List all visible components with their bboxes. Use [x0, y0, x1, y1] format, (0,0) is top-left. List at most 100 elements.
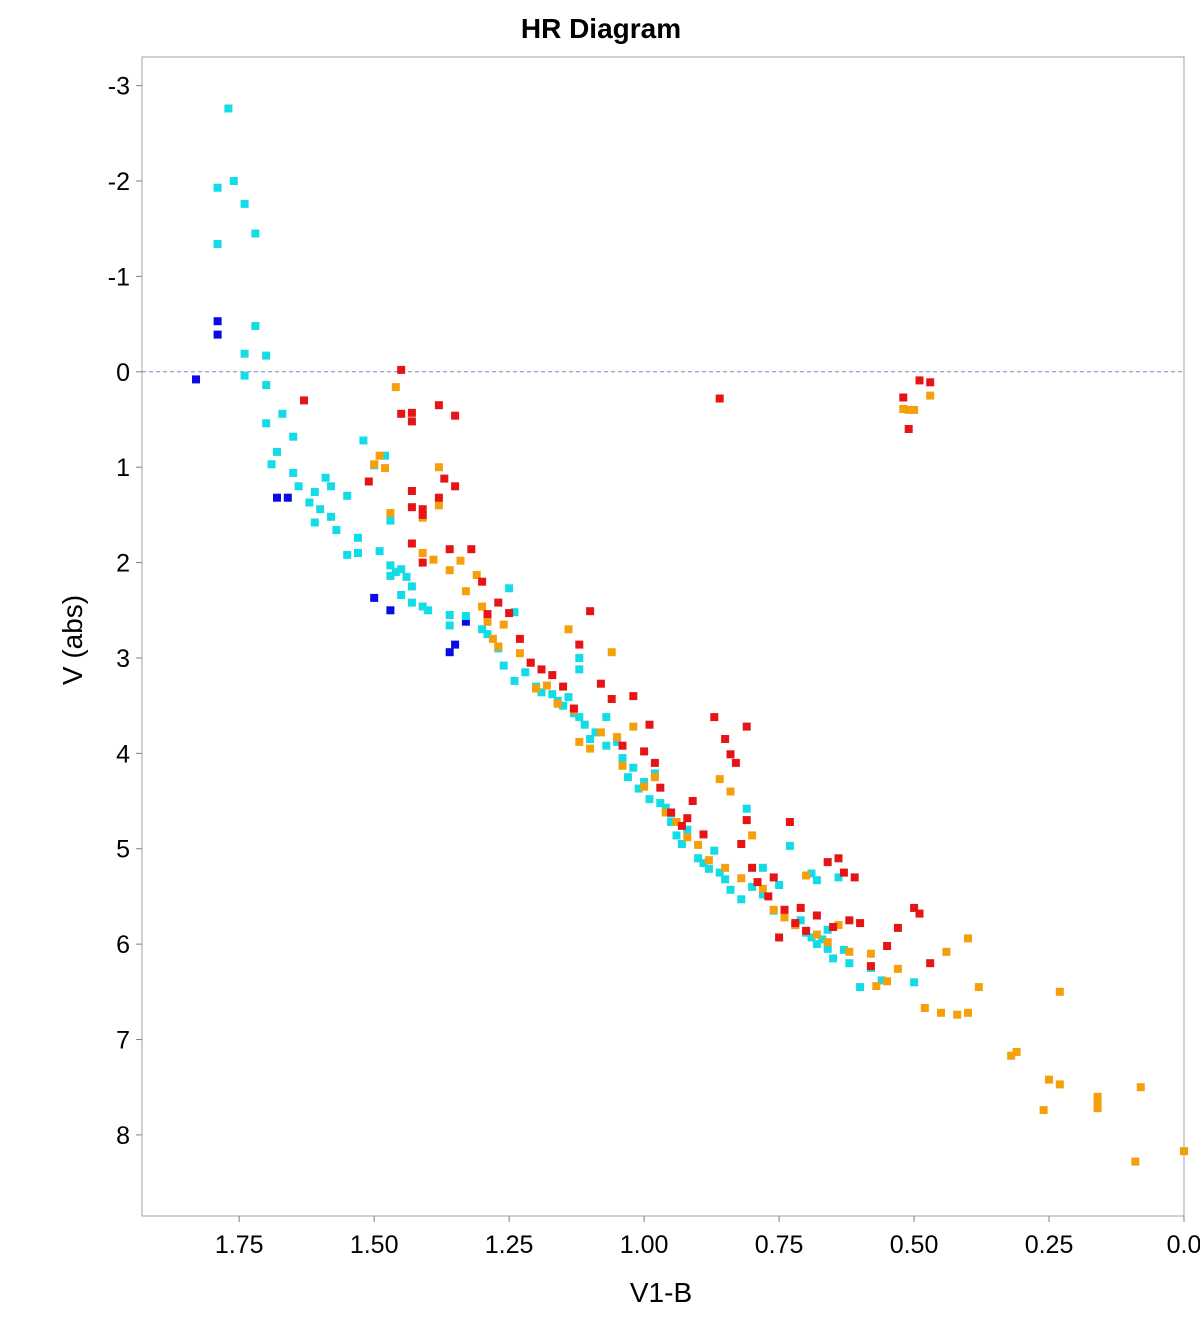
- y-tick-label: 6: [116, 931, 130, 959]
- plot-area-frame: [141, 56, 1185, 1217]
- data-point-cyan: [327, 482, 335, 491]
- y-axis-label: V (abs): [57, 595, 88, 685]
- data-point-red: [418, 510, 427, 519]
- x-tick-label: 0.25: [1025, 1231, 1074, 1259]
- data-point-orange: [964, 1008, 972, 1017]
- data-point-orange: [920, 1004, 929, 1012]
- data-point-cyan: [343, 550, 352, 559]
- y-tick-label: 7: [116, 1027, 130, 1055]
- data-point-cyan: [289, 432, 298, 441]
- data-point-red: [926, 378, 935, 387]
- data-point-cyan: [715, 868, 724, 877]
- data-point-red: [915, 909, 924, 918]
- data-point-cyan: [694, 854, 703, 863]
- data-point-orange: [472, 571, 481, 579]
- data-point-red: [569, 704, 578, 713]
- data-point-orange: [370, 460, 379, 469]
- data-point-cyan: [742, 804, 751, 813]
- data-point-red: [721, 735, 730, 743]
- data-point-cyan: [305, 498, 314, 507]
- data-point-cyan: [910, 978, 919, 987]
- data-point-red: [731, 758, 740, 767]
- data-point-orange: [650, 773, 659, 782]
- data-point-orange: [1007, 1051, 1016, 1060]
- data-point-red: [796, 903, 805, 912]
- data-point-cyan: [845, 959, 854, 968]
- data-point-orange: [391, 383, 400, 392]
- data-point-cyan: [758, 890, 767, 899]
- data-point-cyan: [758, 863, 767, 872]
- data-point-cyan: [807, 869, 816, 878]
- data-point-orange: [629, 722, 638, 731]
- data-point-cyan: [521, 668, 530, 677]
- data-point-cyan: [775, 881, 784, 889]
- data-point-red: [764, 892, 773, 901]
- data-point-cyan: [332, 526, 341, 535]
- data-point-cyan: [240, 371, 249, 380]
- data-point-blue: [273, 493, 281, 502]
- data-point-cyan: [856, 983, 865, 992]
- data-point-cyan: [823, 944, 832, 953]
- data-point-cyan: [721, 875, 730, 884]
- data-point-blue: [213, 330, 222, 339]
- y-tick-label: 4: [116, 740, 130, 768]
- data-point-cyan: [634, 784, 643, 793]
- data-point-cyan: [424, 606, 433, 615]
- data-point-red: [742, 816, 751, 825]
- data-point-cyan: [575, 665, 584, 674]
- data-point-cyan: [564, 693, 573, 702]
- data-point-cyan: [613, 737, 622, 746]
- x-tick-label: 0.0: [1167, 1231, 1200, 1259]
- x-axis-label: V1-B: [630, 1277, 692, 1308]
- data-point-red: [748, 863, 757, 872]
- data-point-orange: [483, 617, 492, 626]
- data-point-red: [839, 868, 848, 877]
- data-point-orange: [715, 775, 724, 784]
- data-point-orange: [596, 728, 605, 737]
- data-point-orange: [769, 905, 778, 914]
- data-point-cyan: [683, 825, 692, 834]
- data-point-red: [726, 750, 735, 759]
- data-point-orange: [704, 856, 713, 865]
- data-point-red: [823, 858, 832, 867]
- data-point-orange: [532, 684, 541, 693]
- data-point-red: [715, 394, 724, 403]
- data-point-cyan: [839, 945, 848, 954]
- data-point-orange: [586, 744, 595, 753]
- y-tick-label: 5: [116, 836, 130, 864]
- data-point-cyan: [667, 818, 676, 826]
- data-point-orange: [899, 405, 908, 413]
- data-point-cyan: [461, 612, 470, 620]
- data-point-orange: [1055, 987, 1064, 996]
- data-point-red: [812, 911, 821, 920]
- data-point-orange: [683, 833, 692, 842]
- data-point-cyan: [602, 713, 611, 722]
- y-tick-label: -2: [108, 168, 130, 196]
- data-point-cyan: [354, 533, 362, 542]
- x-tick-label: 1.75: [215, 1231, 264, 1259]
- y-tick-label: 1: [116, 454, 130, 482]
- data-point-orange: [834, 921, 843, 930]
- data-point-red: [596, 679, 605, 688]
- data-point-cyan: [645, 795, 654, 804]
- data-point-cyan: [478, 625, 487, 634]
- data-point-orange: [823, 938, 832, 947]
- data-point-cyan: [321, 473, 330, 482]
- data-point-red: [785, 818, 794, 826]
- data-point-orange: [1012, 1047, 1021, 1056]
- series-red: [300, 365, 935, 971]
- data-point-cyan: [677, 840, 686, 848]
- data-point-cyan: [710, 846, 719, 855]
- data-point-red: [434, 401, 443, 410]
- data-point-cyan: [327, 512, 335, 521]
- data-point-red: [683, 814, 692, 823]
- data-point-red: [537, 665, 546, 674]
- data-point-red: [515, 634, 524, 643]
- data-point-orange: [1039, 1106, 1048, 1115]
- data-point-red: [451, 482, 460, 491]
- data-point-orange: [461, 587, 470, 596]
- data-point-red: [688, 797, 697, 805]
- data-point-red: [559, 682, 568, 691]
- data-point-cyan: [699, 859, 708, 868]
